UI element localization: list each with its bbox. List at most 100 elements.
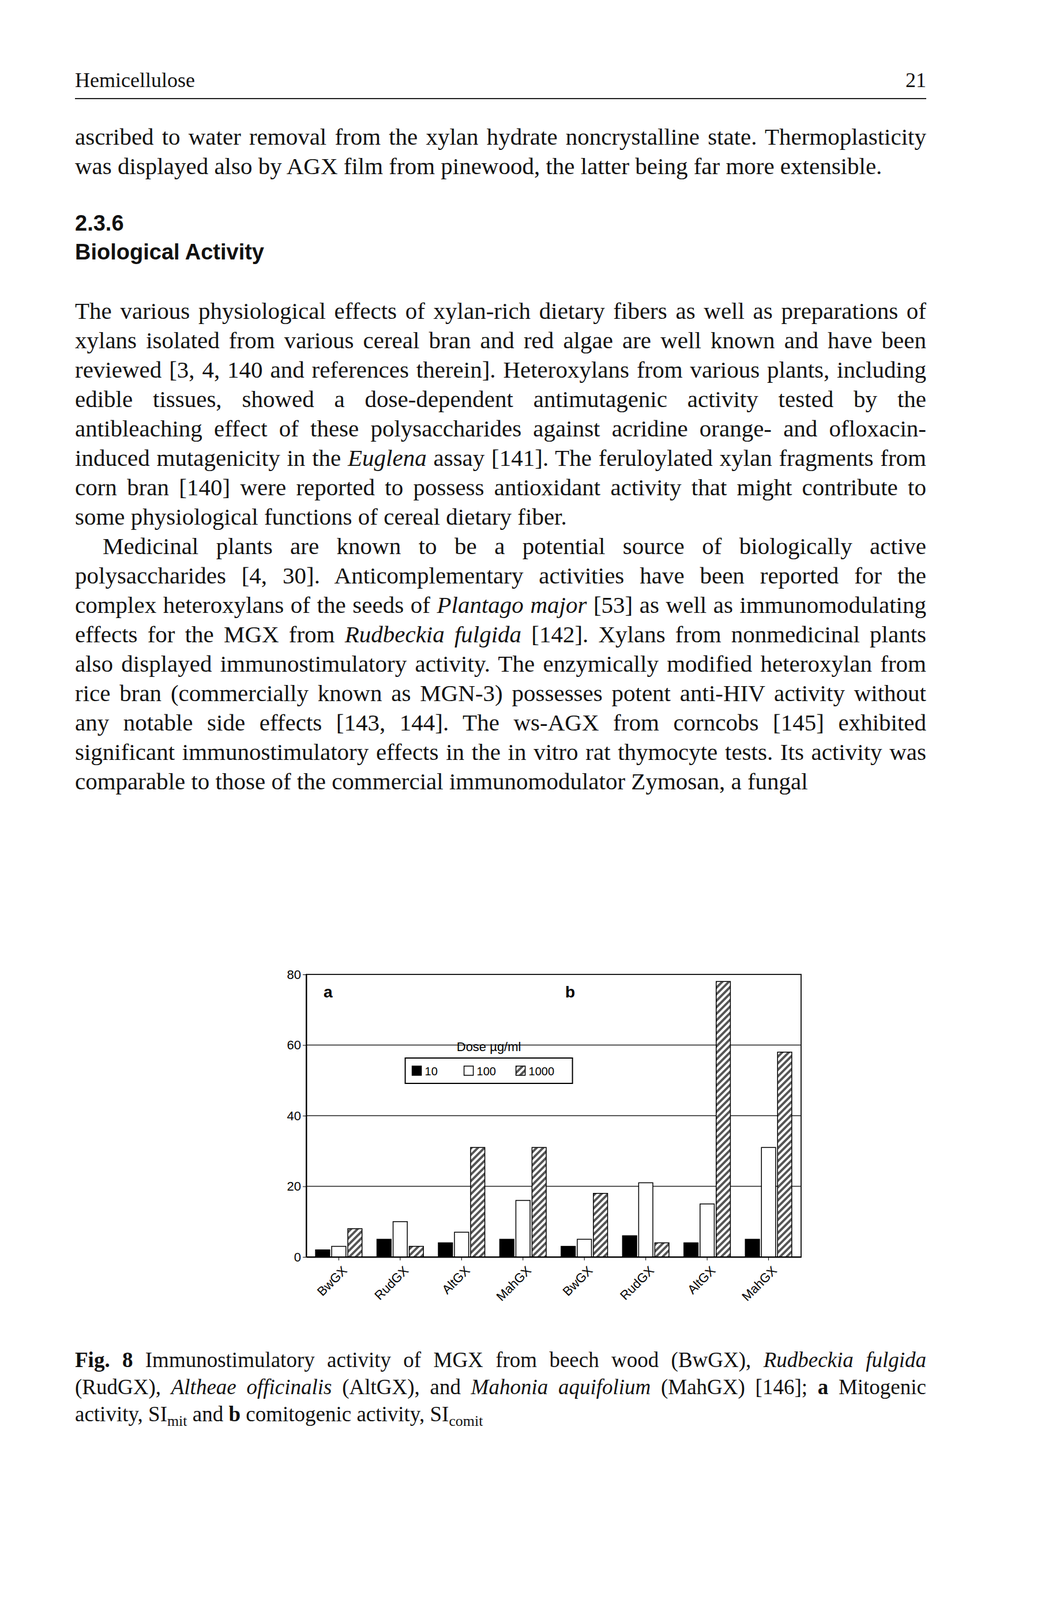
bar <box>561 1246 576 1258</box>
x-tick-label: BwGX <box>560 1263 596 1300</box>
bar <box>700 1204 715 1258</box>
x-tick-mark <box>768 1257 769 1261</box>
section-heading: 2.3.6Biological Activity <box>74 208 927 267</box>
bar <box>577 1239 592 1258</box>
bar <box>777 1052 792 1258</box>
x-tick: MahGX <box>738 1257 780 1304</box>
paragraph: The various physiological effects of xyl… <box>74 296 927 532</box>
bar <box>315 1250 330 1258</box>
x-tick: BwGX <box>314 1257 351 1300</box>
x-tick-mark <box>461 1257 462 1261</box>
text-run: mit <box>167 1412 188 1430</box>
text-run: Euglena <box>347 444 427 472</box>
x-tick-mark <box>522 1257 524 1261</box>
page-number: 21 <box>905 68 927 93</box>
body-text: ascribed to water removal from the xylan… <box>74 122 927 797</box>
panel-label: a <box>323 983 333 1002</box>
page: Hemicellulose 21 ascribed to water removal… <box>0 0 1056 1600</box>
bar <box>499 1239 514 1258</box>
x-tick-label: MahGX <box>738 1263 780 1305</box>
section-title: Biological Activity <box>74 237 927 267</box>
legend-swatch <box>412 1066 422 1076</box>
legend-swatch <box>516 1066 526 1076</box>
text-run: Rudbeckia fulgida <box>344 621 522 648</box>
x-tick-label: AltGX <box>438 1263 473 1298</box>
x-tick-mark <box>338 1257 340 1261</box>
paragraph: Medicinal plants are known to be a poten… <box>74 531 927 797</box>
plot-frame <box>306 974 802 1258</box>
bar <box>470 1147 486 1258</box>
chart: 0 20 40 60 80 BwGX RudGX AltGX MahGX BwGX RudGX Alt… <box>0 945 1056 1362</box>
header-title: Hemicellulose <box>74 68 195 93</box>
y-tick-label: 40 <box>287 1109 302 1124</box>
text-run: Plantago major <box>436 591 587 619</box>
text-run: (MahGX) [146]; <box>650 1375 818 1400</box>
x-tick: RudGX <box>371 1257 412 1304</box>
bars <box>315 981 792 1258</box>
y-tick: 40 <box>287 1109 307 1124</box>
text-run: Fig. 8 <box>74 1348 133 1373</box>
bar <box>716 981 731 1258</box>
x-tick-label: BwGX <box>314 1263 351 1300</box>
legend: Dose µg/ml 10 100 1000 <box>405 1039 573 1084</box>
x-tick-mark <box>399 1257 401 1261</box>
y-tick-mark <box>302 1257 307 1258</box>
bar <box>409 1246 424 1258</box>
bar <box>515 1200 531 1258</box>
paragraph: ascribed to water removal from the xylan… <box>74 122 927 182</box>
y-axis: 0 20 40 60 80 <box>287 967 307 1265</box>
y-tick-label: 0 <box>294 1250 302 1265</box>
bar <box>654 1243 670 1258</box>
y-tick-label: 80 <box>287 967 302 983</box>
text-run: comitogenic activity, SI <box>240 1402 449 1427</box>
bar <box>377 1239 392 1258</box>
text-run: comit <box>448 1412 483 1430</box>
x-tick-label: AltGX <box>684 1263 719 1298</box>
x-tick: AltGX <box>684 1257 719 1298</box>
legend-label: 100 <box>476 1065 496 1078</box>
y-tick: 60 <box>287 1038 307 1053</box>
bar <box>622 1235 637 1258</box>
y-tick: 20 <box>287 1179 307 1194</box>
text-run: Altheae officinalis <box>171 1375 333 1400</box>
bar <box>347 1229 363 1258</box>
bar <box>454 1232 469 1258</box>
y-tick-mark <box>302 1186 307 1188</box>
figure-caption: Fig. 8 Immunostimulatory activity of MGX… <box>74 1346 927 1435</box>
bar <box>761 1147 776 1258</box>
x-tick-mark <box>707 1257 708 1261</box>
bar <box>745 1239 760 1258</box>
legend-label: 10 <box>425 1065 438 1078</box>
x-tick: RudGX <box>617 1257 657 1304</box>
x-tick: MahGX <box>493 1257 535 1304</box>
y-tick: 0 <box>294 1250 307 1265</box>
x-tick-label: RudGX <box>617 1263 657 1304</box>
x-tick: AltGX <box>438 1257 473 1298</box>
y-tick-label: 60 <box>287 1038 302 1053</box>
y-tick-mark <box>302 1045 307 1047</box>
bar <box>638 1182 653 1258</box>
legend-title: Dose µg/ml <box>456 1039 522 1055</box>
x-axis-line <box>306 1257 802 1259</box>
bar <box>393 1222 408 1258</box>
bar <box>593 1193 608 1258</box>
bar <box>684 1243 699 1258</box>
text-run: Immunostimulatory activity of MGX from b… <box>132 1348 764 1373</box>
x-tick-label: MahGX <box>493 1263 535 1305</box>
text-run: (RudGX), <box>74 1375 172 1400</box>
text-run: a <box>817 1375 829 1400</box>
x-tick-mark <box>584 1257 585 1261</box>
bar <box>531 1147 547 1258</box>
text-run: b <box>228 1402 241 1427</box>
bar <box>438 1243 453 1258</box>
text-run: Rudbeckia fulgida <box>763 1348 927 1373</box>
x-tick-label: RudGX <box>371 1263 412 1304</box>
legend-swatch <box>464 1066 474 1076</box>
grid-line <box>306 974 802 976</box>
x-tick-mark <box>645 1257 646 1261</box>
text-run: and <box>187 1402 229 1427</box>
bar <box>331 1246 347 1258</box>
grid <box>306 974 802 1258</box>
legend-label: 1000 <box>528 1065 555 1078</box>
y-tick: 80 <box>287 967 307 983</box>
